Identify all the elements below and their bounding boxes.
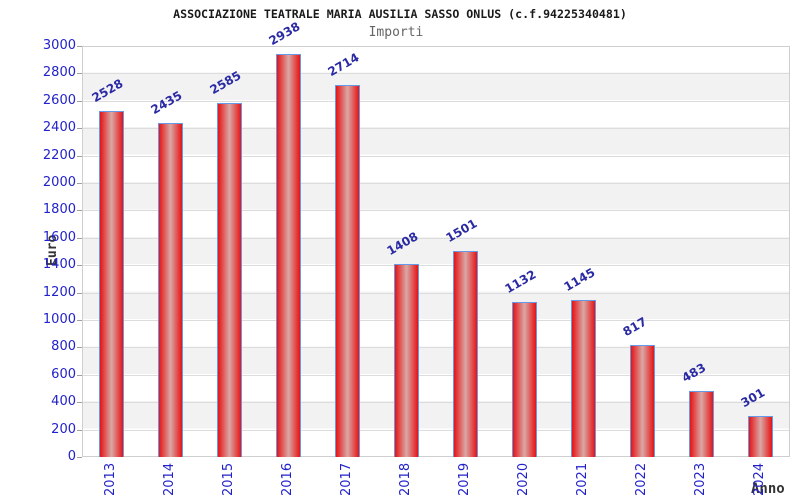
y-tick-mark <box>77 292 82 294</box>
bar-2023 <box>689 390 714 457</box>
y-tick-label: 1200 <box>42 284 76 300</box>
y-tick-mark <box>77 265 82 267</box>
y-tick-label: 1400 <box>42 257 76 273</box>
x-tick-label: 2014 <box>161 462 177 496</box>
y-tick-label: 400 <box>51 394 76 410</box>
y-tick-label: 800 <box>51 339 76 355</box>
x-tick-label: 2021 <box>574 462 590 496</box>
gridline <box>83 402 789 404</box>
gridline <box>83 292 789 294</box>
y-tick-mark <box>77 183 82 184</box>
y-tick-label: 0 <box>67 449 76 464</box>
bar-2013 <box>99 110 124 457</box>
y-tick-label: 2200 <box>42 147 76 163</box>
bar-2015 <box>217 102 242 457</box>
bar-2018 <box>394 264 419 457</box>
bar-2017 <box>335 85 360 457</box>
y-tick-mark <box>77 73 82 75</box>
gridline <box>83 374 789 376</box>
x-tick-label: 2016 <box>279 462 295 496</box>
x-tick-label: 2024 <box>751 462 767 496</box>
y-tick-label: 600 <box>51 366 76 382</box>
y-tick-label: 1800 <box>42 202 76 218</box>
chart-title: ASSOCIAZIONE TEATRALE MARIA AUSILIA SASS… <box>173 7 627 21</box>
y-tick-mark <box>77 100 82 102</box>
y-tick-label: 1000 <box>42 312 76 327</box>
x-tick-label: 2015 <box>220 462 236 496</box>
bar-2020 <box>512 301 537 457</box>
gridline <box>83 347 789 349</box>
bar-2014 <box>158 123 183 457</box>
gridline <box>83 320 789 321</box>
gridline <box>83 128 789 130</box>
gridline <box>83 429 789 431</box>
y-tick-mark <box>77 374 82 376</box>
y-tick-label: 1600 <box>42 229 76 245</box>
y-tick-mark <box>77 237 82 239</box>
y-tick-mark <box>77 320 82 321</box>
x-tick-label: 2013 <box>102 462 118 496</box>
x-tick-label: 2020 <box>515 462 531 496</box>
bar-2022 <box>630 345 655 457</box>
y-tick-mark <box>77 429 82 431</box>
y-tick-label: 2800 <box>42 65 76 81</box>
gridline <box>83 183 789 184</box>
bar-2016 <box>276 54 301 457</box>
y-tick-label: 2000 <box>42 175 76 190</box>
gridline <box>83 265 789 267</box>
y-tick-mark <box>77 46 82 47</box>
bar-2019 <box>453 251 478 457</box>
y-tick-mark <box>77 210 82 212</box>
gridline <box>83 210 789 212</box>
y-tick-label: 200 <box>51 421 76 437</box>
chart-subtitle: Importi <box>368 25 424 40</box>
bar-2024 <box>748 415 773 457</box>
y-tick-mark <box>77 347 82 349</box>
gridline <box>83 155 789 157</box>
gridline <box>83 73 789 75</box>
bar-2021 <box>571 300 596 457</box>
x-tick-label: 2018 <box>397 462 413 496</box>
y-tick-mark <box>77 402 82 404</box>
gridline <box>83 237 789 239</box>
y-tick-mark <box>77 457 82 458</box>
y-tick-label: 3000 <box>42 38 76 53</box>
x-tick-label: 2019 <box>456 462 472 496</box>
y-tick-mark <box>77 128 82 130</box>
x-tick-label: 2023 <box>692 462 708 496</box>
y-tick-mark <box>77 155 82 157</box>
gridline <box>83 100 789 102</box>
y-tick-label: 2600 <box>42 92 76 108</box>
x-tick-label: 2017 <box>338 462 354 496</box>
y-tick-label: 2400 <box>42 120 76 136</box>
x-tick-label: 2022 <box>633 462 649 496</box>
plot-area <box>82 46 790 457</box>
x-axis-title: Anno <box>751 481 785 497</box>
